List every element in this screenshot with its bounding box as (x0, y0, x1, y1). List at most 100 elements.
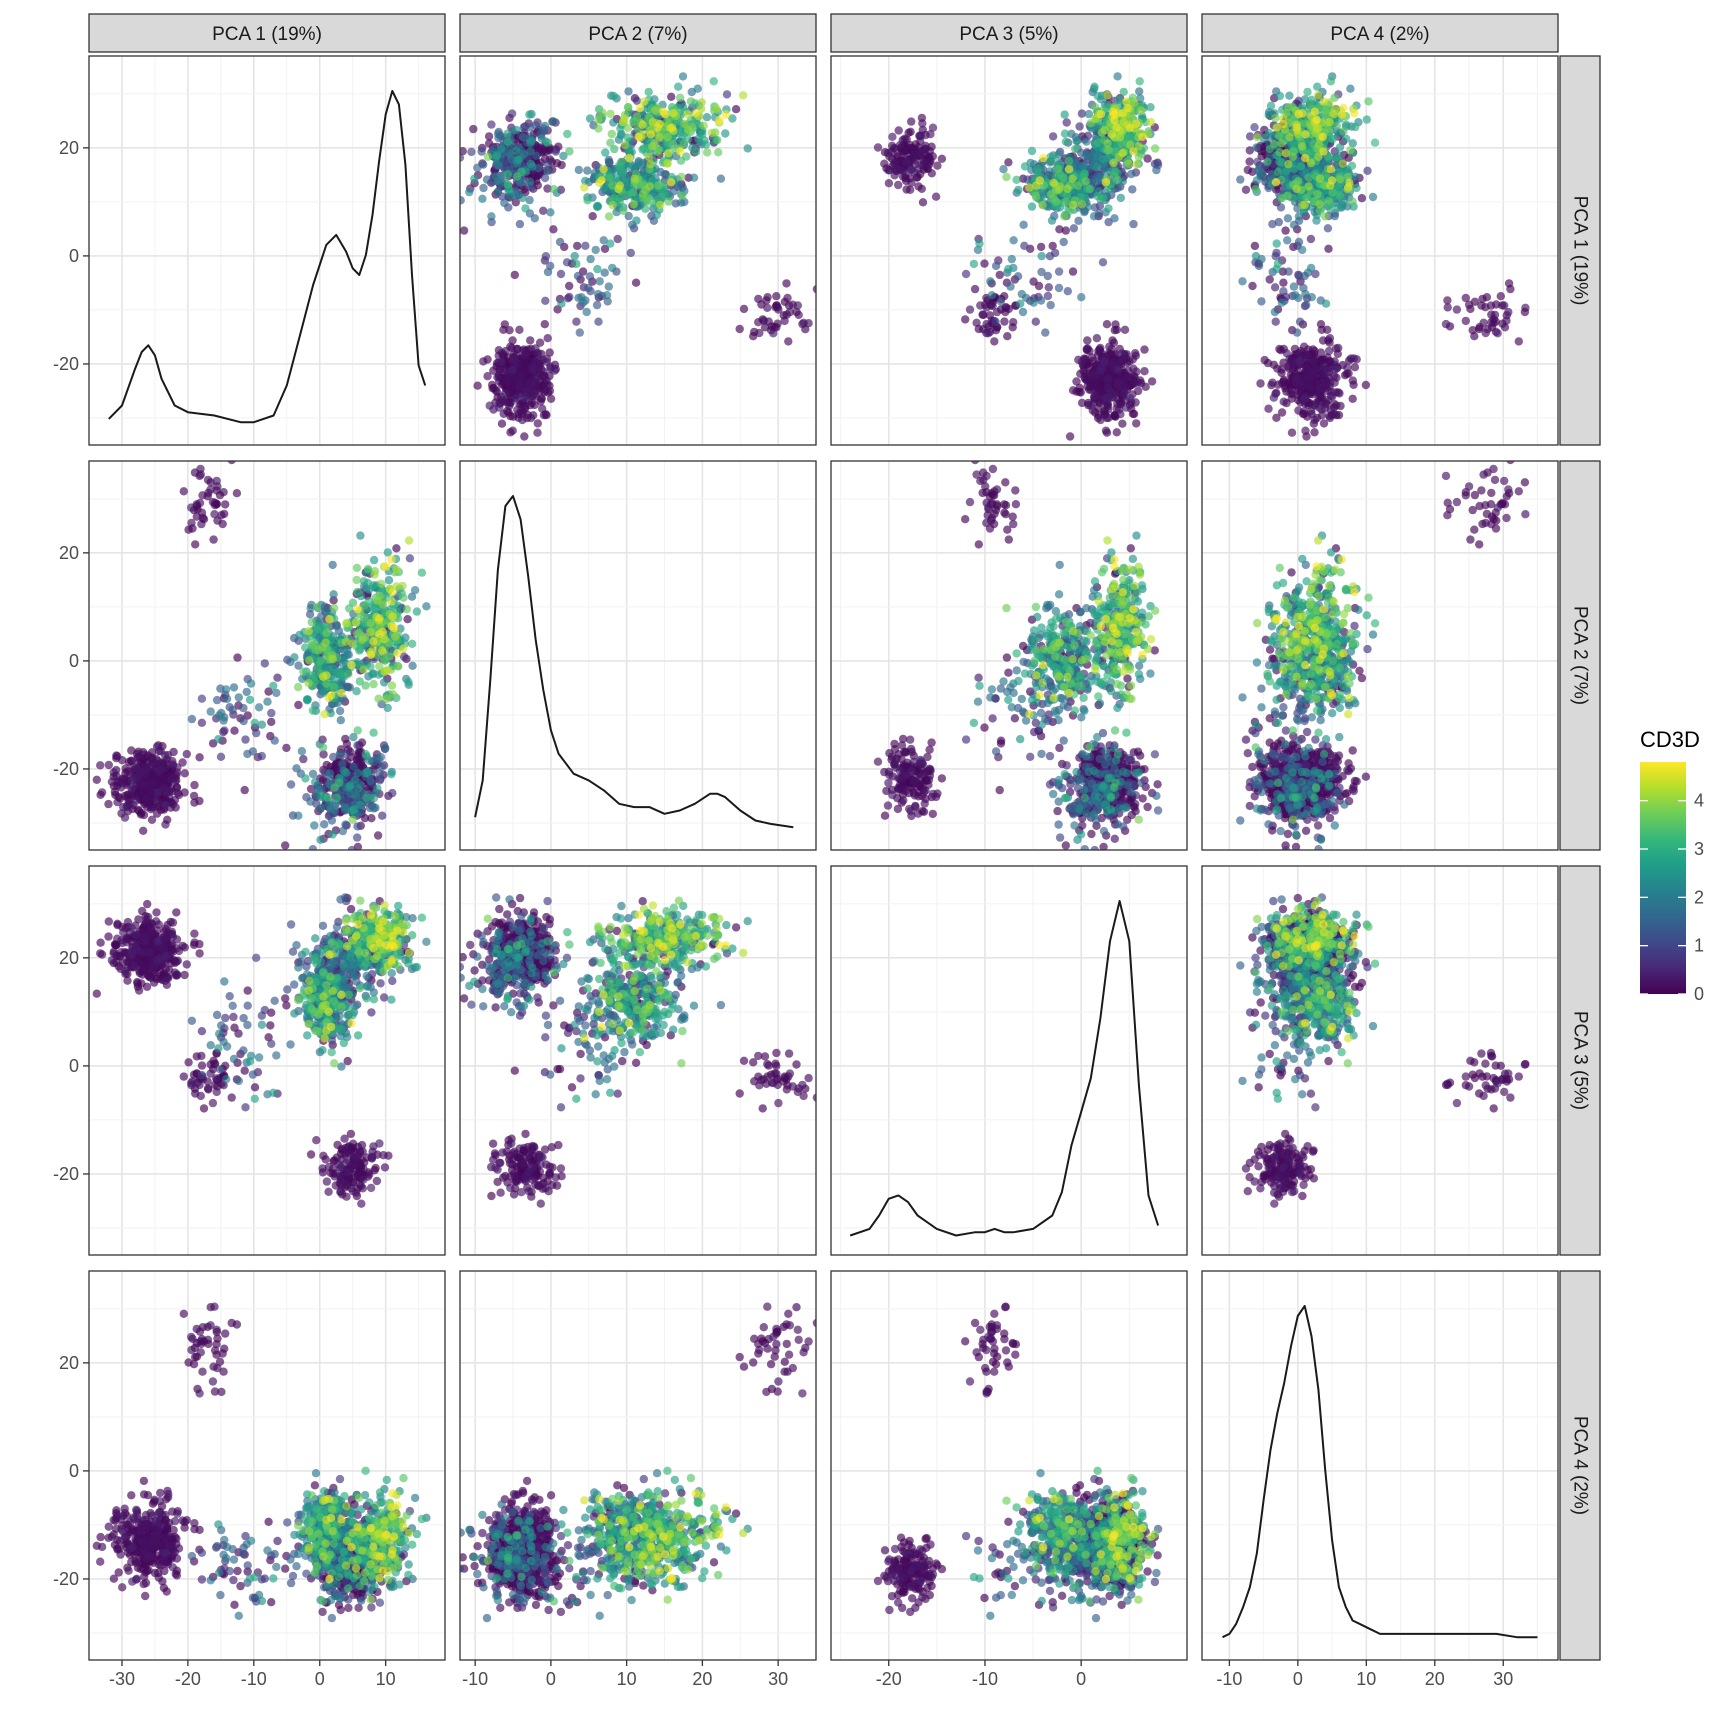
data-point (1342, 369, 1352, 378)
data-point (477, 147, 486, 156)
data-point (1259, 134, 1269, 143)
data-point (615, 197, 624, 207)
data-point (1102, 320, 1112, 329)
data-point (1027, 146, 1037, 156)
data-point (1493, 329, 1502, 338)
data-point (497, 144, 506, 154)
data-point (668, 139, 678, 149)
data-point (546, 394, 556, 403)
data-point (1068, 174, 1077, 183)
data-point (1140, 345, 1149, 354)
data-point (1345, 178, 1354, 187)
data-point (1048, 132, 1058, 141)
data-point (469, 124, 478, 134)
data-point (1252, 176, 1262, 185)
data-point (1009, 318, 1018, 327)
data-point (610, 144, 619, 154)
data-point (1116, 410, 1125, 419)
data-point (1081, 177, 1090, 186)
data-point (233, 653, 242, 662)
data-point (581, 176, 590, 186)
data-point (1319, 147, 1328, 156)
data-point (1281, 226, 1290, 235)
data-point (1238, 277, 1247, 286)
data-point (1304, 173, 1313, 182)
data-point (890, 158, 900, 167)
data-point (1461, 293, 1471, 303)
data-point (518, 133, 528, 142)
data-point (1279, 119, 1288, 129)
data-point (533, 428, 542, 437)
data-point (613, 234, 622, 244)
data-point (1027, 202, 1037, 211)
data-point (754, 294, 763, 304)
data-point (735, 324, 744, 334)
data-point (1043, 291, 1053, 301)
data-point (533, 419, 542, 428)
data-point (1282, 349, 1292, 358)
data-point (1130, 98, 1139, 107)
data-point (641, 204, 650, 213)
data-point (178, 758, 187, 767)
data-point (676, 147, 685, 156)
data-point (508, 365, 517, 374)
data-point (907, 117, 916, 126)
data-point (986, 277, 995, 286)
data-point (644, 87, 653, 97)
data-point (1093, 138, 1102, 147)
data-point (593, 264, 602, 274)
data-point (500, 198, 509, 208)
data-point (1347, 161, 1357, 170)
data-point (1103, 139, 1112, 148)
data-point (537, 394, 546, 403)
data-point (1071, 144, 1080, 154)
data-point (1295, 272, 1304, 281)
data-point (1351, 122, 1360, 132)
data-point (1318, 336, 1328, 345)
data-point (1335, 175, 1345, 184)
data-point (769, 329, 778, 338)
data-point (605, 173, 614, 182)
data-point (1283, 214, 1293, 223)
data-point (460, 226, 469, 235)
data-point (1003, 332, 1012, 341)
data-point (660, 180, 669, 189)
data-point (1298, 245, 1307, 255)
data-point (546, 208, 555, 217)
data-point (1055, 225, 1064, 234)
data-point (1272, 239, 1281, 248)
data-point (1337, 110, 1346, 119)
data-point (497, 396, 507, 405)
data-point (1126, 394, 1135, 403)
data-point (1339, 103, 1348, 113)
data-point (1342, 134, 1351, 143)
data-point (667, 92, 676, 102)
data-point (497, 357, 506, 366)
data-point (499, 325, 508, 334)
data-point (1104, 374, 1113, 383)
data-point (1272, 413, 1281, 422)
data-point (532, 374, 541, 383)
data-point (1067, 129, 1076, 138)
data-point (1051, 155, 1060, 164)
data-point (1087, 353, 1097, 362)
data-point (549, 185, 559, 194)
data-point (281, 841, 290, 850)
data-point (341, 734, 350, 744)
data-point (1020, 241, 1029, 250)
data-point (1077, 293, 1086, 302)
data-point (559, 151, 568, 161)
data-point (646, 160, 655, 169)
data-point (1313, 189, 1322, 199)
data-point (1271, 317, 1280, 326)
data-point (595, 277, 604, 286)
data-point (914, 182, 923, 191)
data-point (1118, 149, 1127, 158)
data-point (1112, 123, 1121, 132)
data-point (1330, 93, 1339, 103)
data-point (783, 293, 792, 303)
data-point (1129, 147, 1138, 156)
data-point (1315, 403, 1324, 412)
data-point (599, 236, 608, 245)
data-point (1335, 143, 1345, 152)
